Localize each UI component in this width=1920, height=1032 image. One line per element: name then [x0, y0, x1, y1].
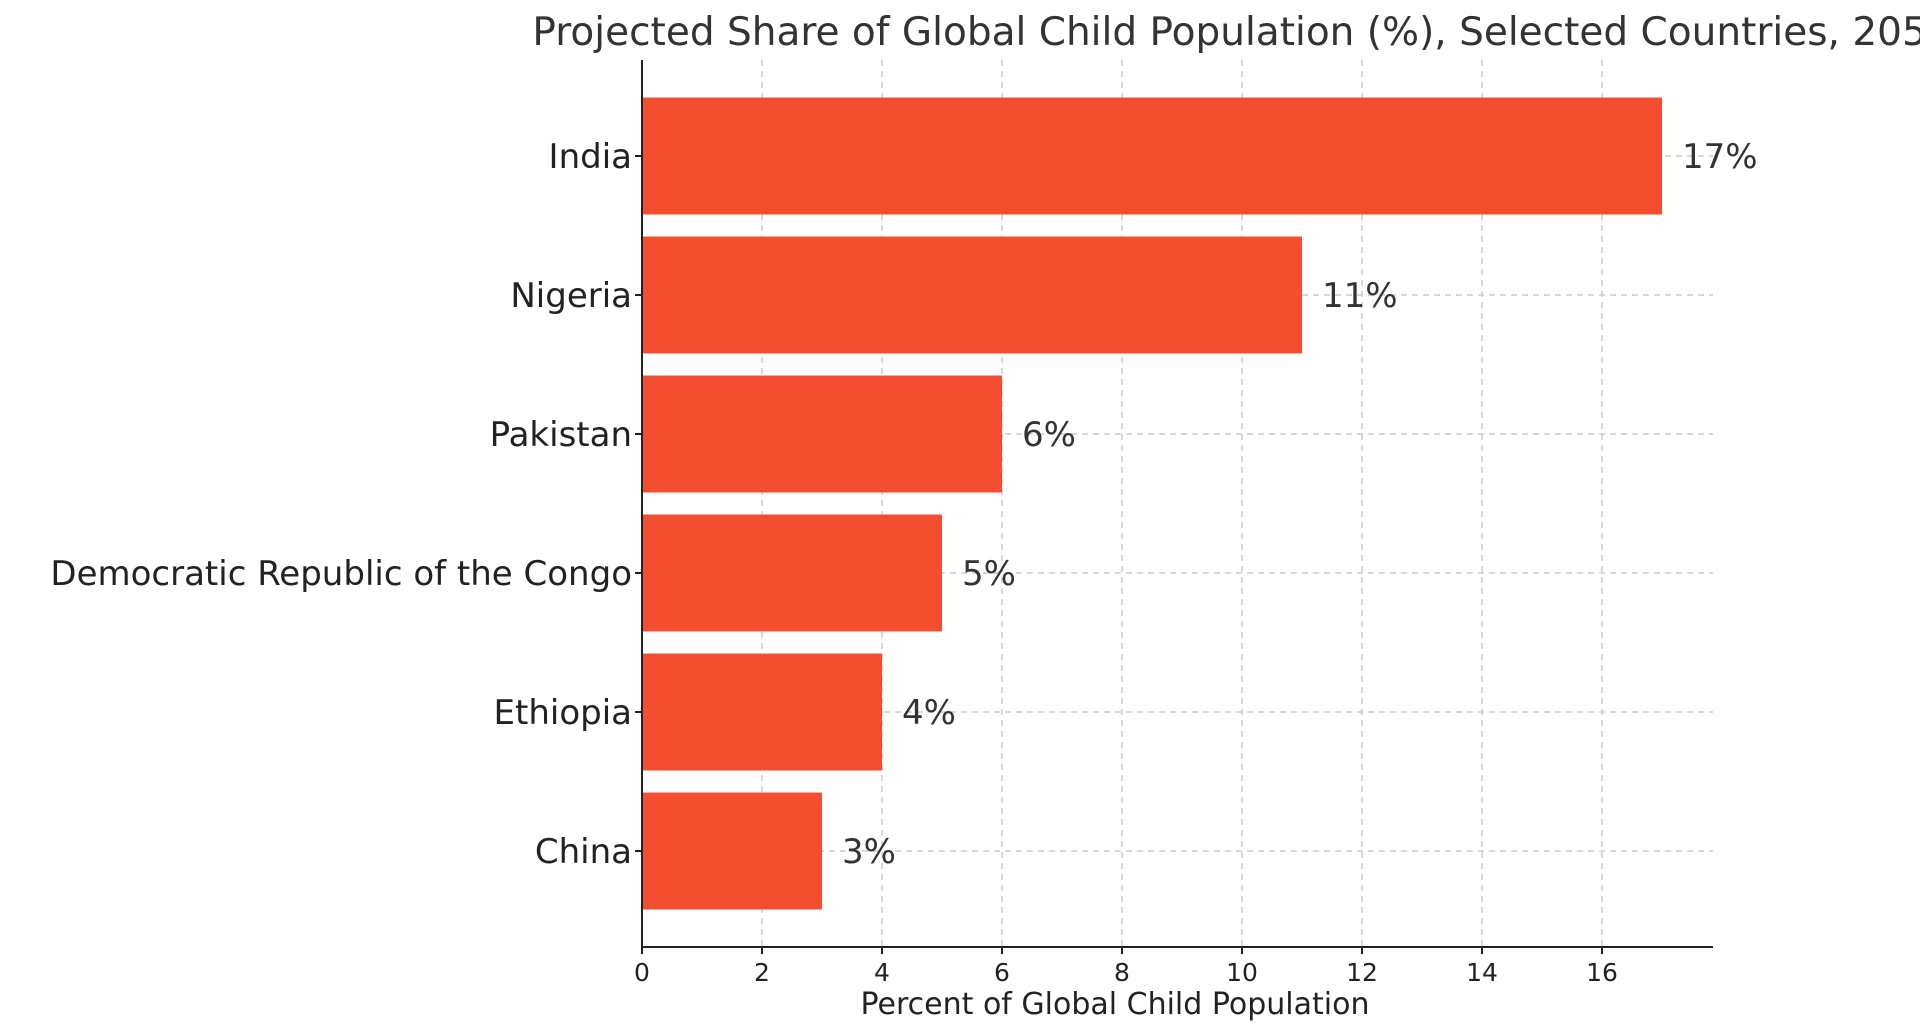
category-label: Democratic Republic of the Congo [50, 554, 632, 594]
bars [642, 97, 1662, 910]
bar-china [642, 792, 822, 910]
value-label: 4% [902, 693, 956, 733]
bar-ethiopia [642, 653, 882, 771]
x-tick-label: 8 [1114, 958, 1130, 987]
axes [641, 60, 1713, 948]
category-labels: India Nigeria Pakistan Democratic Republic … [50, 137, 632, 872]
bar-pakistan [642, 375, 1002, 493]
chart-title: Projected Share of Global Child Populati… [532, 10, 1920, 55]
x-ticks: 0 2 4 6 8 10 12 14 16 [634, 155, 1618, 987]
x-tick-label: 2 [754, 958, 770, 987]
value-label: 6% [1022, 415, 1076, 455]
category-label: Ethiopia [494, 693, 632, 733]
x-tick-label: 10 [1226, 958, 1258, 987]
x-tick-label: 16 [1586, 958, 1618, 987]
category-label: China [535, 832, 632, 872]
bar-india [642, 97, 1662, 215]
category-label: Nigeria [510, 276, 632, 316]
value-label: 5% [962, 554, 1016, 594]
x-tick-label: 12 [1346, 958, 1378, 987]
bar-democratic-republic-of-the-congo [642, 514, 942, 632]
category-label: India [549, 137, 632, 177]
value-label: 17% [1682, 137, 1758, 177]
x-tick-label: 14 [1466, 958, 1498, 987]
bar-nigeria [642, 236, 1302, 354]
x-tick-label: 6 [994, 958, 1010, 987]
value-label: 3% [842, 832, 896, 872]
category-label: Pakistan [490, 415, 632, 455]
value-labels: 17% 11% 6% 5% 4% 3% [842, 137, 1758, 872]
value-label: 11% [1322, 276, 1398, 316]
x-tick-label: 0 [634, 958, 650, 987]
x-axis-title: Percent of Global Child Population [861, 987, 1370, 1022]
x-tick-label: 4 [874, 958, 890, 987]
